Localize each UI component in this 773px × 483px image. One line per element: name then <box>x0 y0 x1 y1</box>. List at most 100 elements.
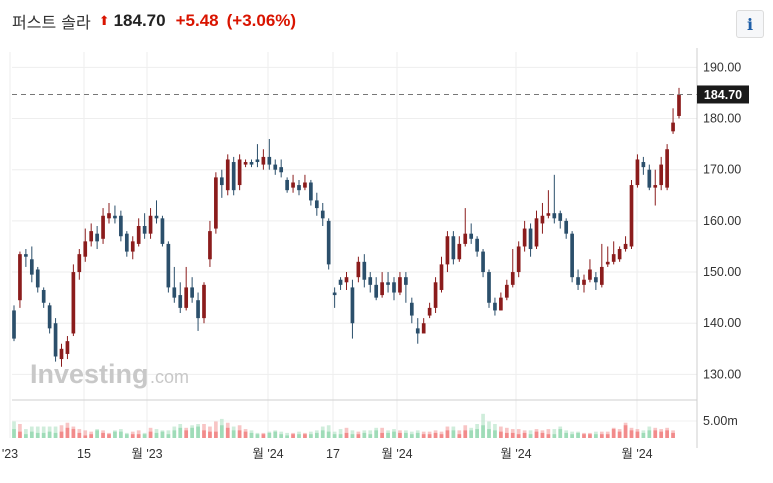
volume-bar <box>261 434 266 438</box>
candle <box>344 272 349 290</box>
candle <box>570 231 574 283</box>
volume-bar <box>326 431 331 438</box>
candle-body <box>71 272 76 334</box>
candle-body <box>243 162 248 165</box>
candle-body <box>148 215 153 234</box>
volume-bar <box>504 432 509 438</box>
candle-body <box>623 243 628 250</box>
candle-body <box>599 266 604 285</box>
candle <box>297 179 301 196</box>
candle-body <box>647 169 652 188</box>
candle <box>142 213 147 239</box>
volume-bar <box>582 434 586 438</box>
volume-bar <box>71 429 76 438</box>
candle-body <box>427 307 432 316</box>
candle-body <box>629 185 634 247</box>
candle <box>599 243 604 288</box>
candle <box>481 249 485 278</box>
volume-bar <box>433 432 438 438</box>
volume-bar <box>166 434 171 438</box>
candle <box>647 164 652 191</box>
candle-body <box>225 159 230 191</box>
last-price-tag: 184.70 <box>697 85 749 104</box>
candle-body <box>154 215 159 219</box>
candle-body <box>398 277 402 293</box>
candle-body <box>516 246 521 273</box>
info-button[interactable]: i <box>736 10 764 38</box>
volume-bar <box>457 434 462 438</box>
candle-body <box>665 149 669 188</box>
time-tick-label: 15 <box>77 447 91 461</box>
candle <box>404 272 408 303</box>
candle-body <box>24 254 28 257</box>
volume-bar <box>113 431 117 438</box>
volume-bar-total <box>83 430 88 438</box>
candle-body <box>59 348 64 360</box>
volume-bar <box>249 432 254 438</box>
candle-body <box>493 302 497 311</box>
volume-bar <box>475 429 479 438</box>
volume-bar <box>202 430 206 438</box>
candle <box>65 336 70 360</box>
volume-bar-total <box>285 432 289 438</box>
volume-bar <box>540 432 545 438</box>
volume-bar <box>196 426 200 438</box>
candle <box>47 302 52 334</box>
volume-bar <box>594 434 598 438</box>
volume-bar <box>18 431 22 438</box>
candle <box>225 154 230 196</box>
volume-bar <box>623 425 628 438</box>
candle <box>487 269 491 308</box>
volume-bar <box>392 431 396 438</box>
candle <box>101 208 105 244</box>
candle-body <box>611 254 616 262</box>
volume-bar <box>243 431 248 438</box>
candle-body <box>65 341 70 354</box>
candle <box>350 279 355 339</box>
candle <box>421 318 426 334</box>
candle-body <box>95 233 99 242</box>
candle <box>576 269 580 290</box>
candle <box>582 274 586 293</box>
candle <box>398 272 402 296</box>
volume-bar <box>291 434 295 438</box>
candle <box>499 292 503 311</box>
volume-bar <box>404 432 408 438</box>
volume-bar <box>439 434 444 438</box>
volume-bar <box>398 432 402 438</box>
volume-bar-total <box>24 429 28 438</box>
volume-bar <box>184 430 189 438</box>
volume-bar-total <box>214 421 218 438</box>
candle-body <box>451 236 456 260</box>
price-tick-label: 190.00 <box>703 60 741 74</box>
volume-bar <box>463 430 468 438</box>
candle <box>433 277 438 313</box>
volume-bar-total <box>552 429 557 438</box>
candle-body <box>439 264 444 290</box>
volume-bar <box>445 430 450 438</box>
candle-body <box>522 228 527 247</box>
candle <box>12 305 16 342</box>
candle-body <box>487 272 491 303</box>
candle-body <box>540 215 545 224</box>
candle-body <box>172 287 177 298</box>
candle-body <box>392 282 396 293</box>
price-tick-label: 170.00 <box>703 163 741 177</box>
candle <box>475 236 479 257</box>
candle-body <box>659 164 664 186</box>
candle <box>130 236 135 260</box>
price-axis: 190.00 180.00 170.00 160.00 150.00 140.00 130.… <box>12 48 741 448</box>
volume-bar <box>65 427 70 438</box>
volume-bar <box>124 434 129 438</box>
volume-tick-label: 5.00m <box>703 414 738 428</box>
last-price-tag-label: 184.70 <box>704 88 742 102</box>
candle <box>53 318 58 362</box>
candle <box>29 246 34 283</box>
volume-bar <box>617 431 622 438</box>
volume-bar <box>35 432 40 438</box>
candle-body <box>267 156 272 165</box>
volume-bar <box>208 431 212 438</box>
candle-body <box>338 279 343 285</box>
candle <box>386 272 390 293</box>
